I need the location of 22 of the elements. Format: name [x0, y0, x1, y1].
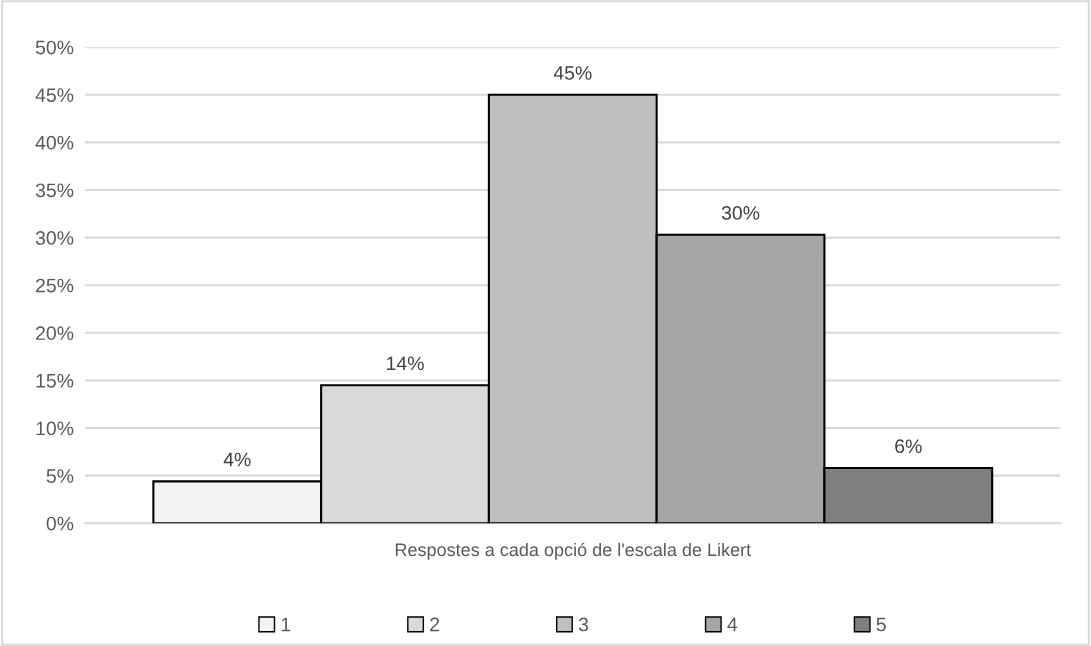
data-label: 45% [553, 66, 592, 80]
y-tick-label: 25% [36, 278, 74, 293]
legend-label: 1 [281, 617, 291, 632]
y-tick-label: 0% [46, 516, 74, 531]
y-tick-label: 5% [46, 469, 74, 483]
data-label: 6% [895, 439, 922, 454]
x-tick-label: Respostes a cada opció de l'escala de Likert [395, 542, 752, 560]
legend-label: 3 [578, 617, 589, 632]
y-tick-label: 40% [35, 135, 74, 150]
data-label: 14% [387, 356, 424, 371]
y-tick-label: 20% [36, 326, 74, 341]
y-tick-label: 50% [35, 40, 74, 55]
y-tick-label: 15% [36, 373, 74, 388]
y-tick-label: 30% [35, 231, 74, 245]
y-tick-label: 10% [36, 421, 74, 436]
legend-label: 4 [727, 617, 738, 632]
y-tick-label: 45% [35, 88, 74, 103]
data-label: 30% [721, 206, 760, 220]
legend-label: 5 [876, 617, 886, 632]
y-tick-label: 35% [35, 183, 74, 198]
data-label: 4% [223, 452, 251, 467]
legend-label: 2 [430, 617, 440, 632]
